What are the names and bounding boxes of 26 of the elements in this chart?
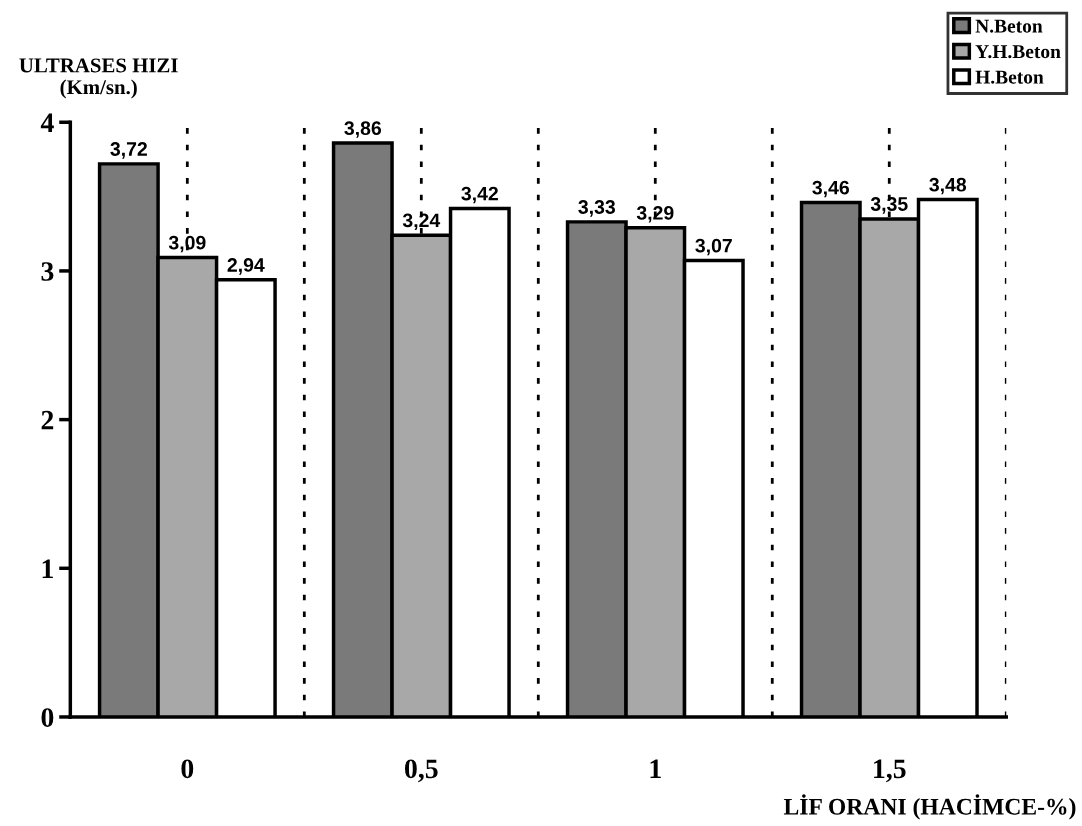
x-axis-title: LİF ORANI (HACİMCE-%) <box>783 794 1076 820</box>
data-label: 3,35 <box>870 197 908 214</box>
x-tick-label: 0 <box>181 759 194 779</box>
legend-label: Y.H.Beton <box>975 45 1061 59</box>
x-tick-label: 0,5 <box>405 759 438 783</box>
data-label: 3,42 <box>461 186 498 204</box>
data-label: 3,29 <box>636 206 674 223</box>
y-tick-label: 3 <box>41 262 54 281</box>
data-label: 3,72 <box>110 142 147 159</box>
data-label: 3,48 <box>929 177 967 195</box>
y-tick-label: 1 <box>42 559 53 578</box>
y-axis-title: ULTRASES HIZI (Km/sn.) <box>19 58 178 99</box>
legend-label: N.Beton <box>975 19 1043 33</box>
x-tick-label: 1,5 <box>874 759 906 783</box>
data-label: 3,86 <box>344 121 382 138</box>
data-label: 3,46 <box>812 180 849 198</box>
data-label: 3,24 <box>402 213 441 231</box>
y-tick-label: 2 <box>41 410 54 430</box>
y-tick-label: 0 <box>41 708 54 727</box>
y-tick-label: 4 <box>40 113 54 132</box>
data-label: 3,09 <box>168 235 206 253</box>
data-label: 3,07 <box>695 238 732 256</box>
x-tick-label: 1 <box>650 759 661 778</box>
data-label: 3,33 <box>578 200 616 217</box>
data-label: 2,94 <box>227 258 265 275</box>
legend-label: H.Beton <box>975 70 1044 84</box>
